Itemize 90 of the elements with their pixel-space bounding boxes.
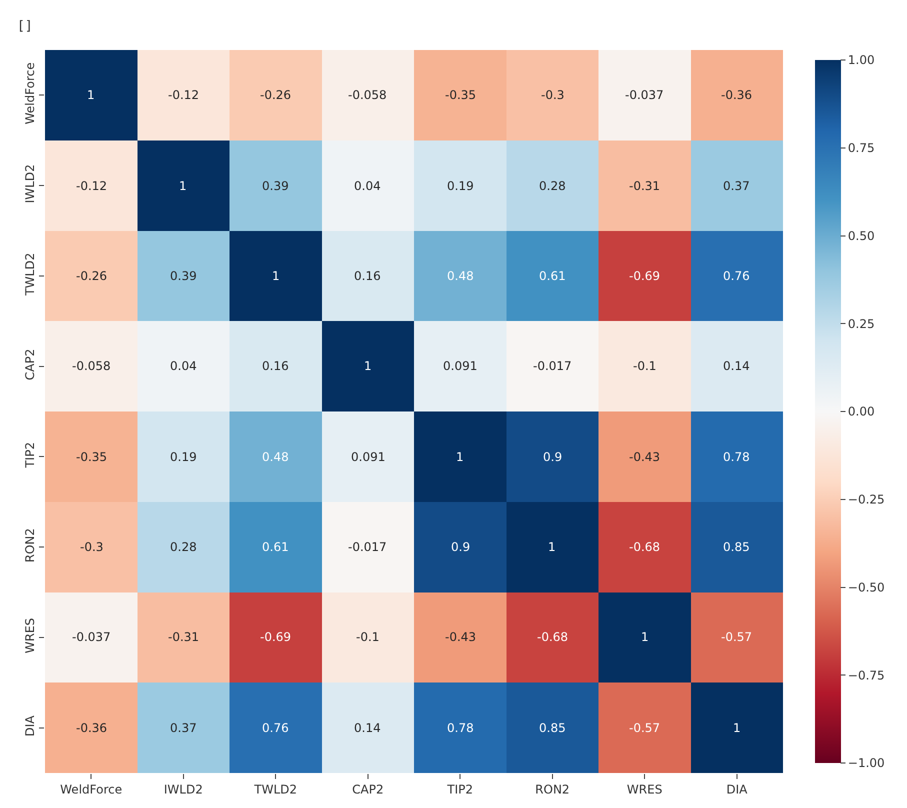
data-label: -0.1 bbox=[356, 630, 380, 644]
data-label: -0.57 bbox=[629, 721, 660, 735]
data-label: 0.19 bbox=[170, 450, 197, 464]
data-label: 0.16 bbox=[354, 269, 381, 283]
data-label: 0.76 bbox=[262, 721, 289, 735]
color-bar-label: −0.75 bbox=[848, 668, 885, 682]
data-label: -0.058 bbox=[72, 359, 111, 373]
data-label: -0.57 bbox=[721, 630, 752, 644]
data-label: -0.037 bbox=[72, 630, 111, 644]
data-label: -0.017 bbox=[533, 359, 572, 373]
data-label: -0.26 bbox=[76, 269, 108, 283]
data-label: 0.19 bbox=[447, 179, 474, 193]
y-tick-label: WRES bbox=[23, 618, 38, 654]
text: [] bbox=[17, 19, 33, 34]
data-label: -0.43 bbox=[629, 450, 660, 464]
data-label: 0.37 bbox=[723, 179, 750, 193]
data-label: -0.12 bbox=[76, 179, 108, 193]
data-label: -0.31 bbox=[168, 630, 200, 644]
y-tick-label: WeldForce bbox=[23, 62, 38, 124]
x-tick-label: CAP2 bbox=[352, 782, 384, 796]
x-tick-label: TIP2 bbox=[446, 782, 474, 796]
data-label: -0.43 bbox=[445, 630, 476, 644]
data-label: 0.85 bbox=[723, 540, 750, 554]
data-label: -0.35 bbox=[76, 450, 108, 464]
x-tick-label: DIA bbox=[726, 782, 748, 796]
data-label: -0.037 bbox=[625, 88, 664, 102]
data-label: -0.36 bbox=[76, 721, 108, 735]
data-label: 0.28 bbox=[539, 179, 566, 193]
data-label: 0.39 bbox=[262, 179, 289, 193]
data-label: -0.3 bbox=[541, 88, 564, 102]
color-bar-label: 0.75 bbox=[848, 141, 875, 156]
data-label: 1 bbox=[641, 630, 649, 644]
data-label: 1 bbox=[87, 88, 95, 102]
data-label: -0.69 bbox=[260, 630, 292, 644]
data-label: -0.3 bbox=[80, 540, 104, 554]
data-label: 0.78 bbox=[447, 721, 474, 735]
data-label: 0.16 bbox=[262, 359, 289, 373]
y-tick-label: RON2 bbox=[23, 528, 38, 562]
data-label: 0.9 bbox=[543, 450, 562, 464]
data-label: 1 bbox=[733, 721, 741, 735]
data-label: -0.12 bbox=[168, 88, 200, 102]
data-label: 0.37 bbox=[170, 721, 197, 735]
x-tick-label: WeldForce bbox=[60, 782, 122, 796]
data-label: -0.35 bbox=[445, 88, 476, 102]
color-bar-label: 1.00 bbox=[848, 53, 875, 68]
data-label: -0.31 bbox=[629, 179, 660, 193]
data-label: 0.04 bbox=[170, 359, 197, 373]
color-bar-label: 0.00 bbox=[848, 404, 875, 419]
data-label: 0.39 bbox=[170, 269, 197, 283]
data-label: 0.85 bbox=[539, 721, 566, 735]
data-label: -0.058 bbox=[348, 88, 387, 102]
y-tick-label: TWLD2 bbox=[23, 252, 38, 297]
data-label: 1 bbox=[179, 179, 187, 193]
color-bar-label: −0.25 bbox=[848, 492, 885, 507]
data-label: -0.69 bbox=[629, 269, 660, 283]
y-tick-label: CAP2 bbox=[23, 348, 38, 380]
data-label: -0.36 bbox=[721, 88, 752, 102]
data-label: 0.61 bbox=[262, 540, 289, 554]
y-tick-label: TIP2 bbox=[23, 442, 38, 469]
data-label: 1 bbox=[272, 269, 280, 283]
data-label: -0.68 bbox=[537, 630, 568, 644]
y-tick-label: IWLD2 bbox=[23, 164, 38, 204]
x-tick-label: TWLD2 bbox=[253, 782, 298, 796]
data-label: 0.28 bbox=[170, 540, 197, 554]
data-label: -0.26 bbox=[260, 88, 292, 102]
data-label: 0.14 bbox=[354, 721, 381, 735]
data-label: 0.48 bbox=[447, 269, 474, 283]
data-label: 0.61 bbox=[539, 269, 566, 283]
data-label: -0.1 bbox=[633, 359, 656, 373]
x-tick-label: RON2 bbox=[535, 782, 570, 796]
data-label: 0.091 bbox=[443, 359, 478, 373]
x-tick-label: WRES bbox=[626, 782, 662, 796]
data-label: 0.091 bbox=[351, 450, 386, 464]
data-label: 0.76 bbox=[723, 269, 750, 283]
data-label: 1 bbox=[364, 359, 372, 373]
data-label: 0.78 bbox=[723, 450, 750, 464]
data-label: -0.017 bbox=[348, 540, 387, 554]
data-label: 0.14 bbox=[723, 359, 750, 373]
data-label: 1 bbox=[456, 450, 464, 464]
color-bar-label: 0.25 bbox=[848, 316, 875, 331]
data-label: 1 bbox=[548, 540, 556, 554]
x-tick-label: IWLD2 bbox=[164, 782, 203, 796]
color-bar-label: −0.50 bbox=[848, 580, 885, 594]
color-bar-label: −1.00 bbox=[848, 756, 885, 770]
data-label: 0.9 bbox=[451, 540, 470, 554]
data-label: 0.04 bbox=[354, 179, 381, 193]
data-label: -0.68 bbox=[629, 540, 660, 554]
color-bar-label: 0.50 bbox=[848, 228, 875, 243]
data-label: 0.48 bbox=[262, 450, 289, 464]
y-tick-label: DIA bbox=[23, 714, 38, 737]
